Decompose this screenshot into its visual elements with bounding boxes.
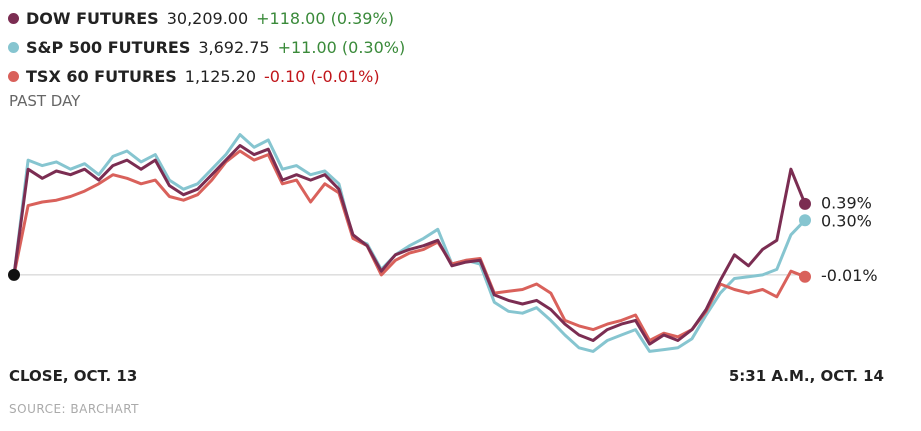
legend-change: +11.00 (0.30%) [277,38,406,57]
end-label: 0.39% [821,193,872,212]
subtitle: PAST DAY [9,92,81,110]
legend-entry: DOW FUTURES 30,209.00 +118.00 (0.39%) [8,4,405,33]
legend-last: 30,209.00 [166,9,249,28]
end-marker [799,270,811,283]
x-start-label: CLOSE, OCT. 13 [9,367,138,385]
series-line [12,144,807,346]
legend-name: S&P 500 FUTURES [26,38,191,57]
legend-entry: TSX 60 FUTURES 1,125.20 -0.10 (-0.01%) [8,62,405,91]
legend-name: TSX 60 FUTURES [26,67,177,86]
legend-name: DOW FUTURES [26,9,159,28]
start-marker [8,268,20,281]
legend-last: 1,125.20 [184,67,257,86]
legend: DOW FUTURES 30,209.00 +118.00 (0.39%) S&P 5… [8,4,405,91]
end-marker [799,197,811,210]
series-line [12,133,807,353]
legend-marker [8,71,19,82]
series-line [12,149,806,342]
legend-entry: S&P 500 FUTURES 3,692.75 +11.00 (0.30%) [8,33,405,62]
legend-change: -0.10 (-0.01%) [264,67,380,86]
end-label: -0.01% [821,266,878,285]
end-label: 0.30% [821,212,872,231]
legend-last: 3,692.75 [198,38,270,57]
legend-change: +118.00 (0.39%) [256,9,394,28]
x-end-label: 5:31 A.M., OCT. 14 [728,367,884,385]
legend-marker [8,42,19,53]
legend-marker [8,13,19,24]
end-marker [799,214,811,227]
source: SOURCE: BARCHART [9,402,139,416]
